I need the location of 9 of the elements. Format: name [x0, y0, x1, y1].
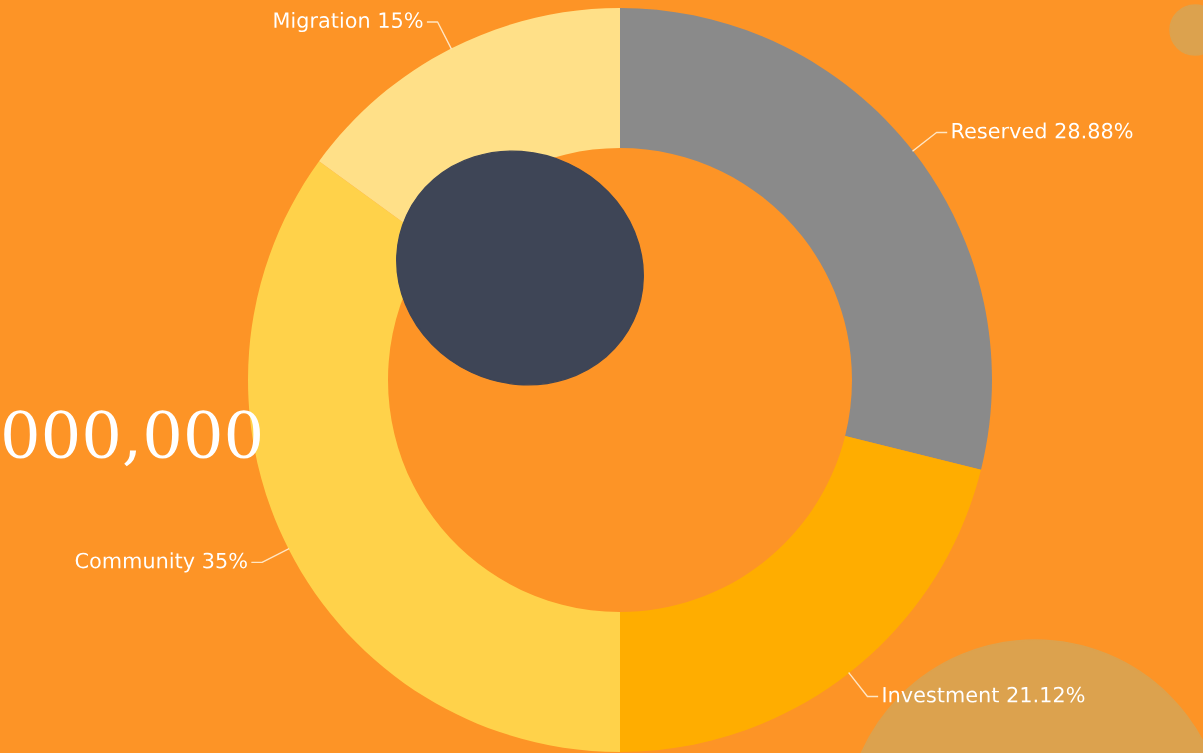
- data-label: 21.12%: [1007, 686, 1085, 703]
- slice-label: Community: [75, 552, 195, 573]
- slice-label: Migration: [274, 11, 369, 33]
- slice-label: Reserved: [952, 122, 1046, 139]
- text: 000,000: [4, 410, 260, 467]
- data-label: 28.88%: [1055, 122, 1133, 139]
- slice-label: Investment: [883, 687, 999, 703]
- data-label: 35%: [203, 552, 247, 569]
- data-label: 15%: [379, 12, 423, 29]
